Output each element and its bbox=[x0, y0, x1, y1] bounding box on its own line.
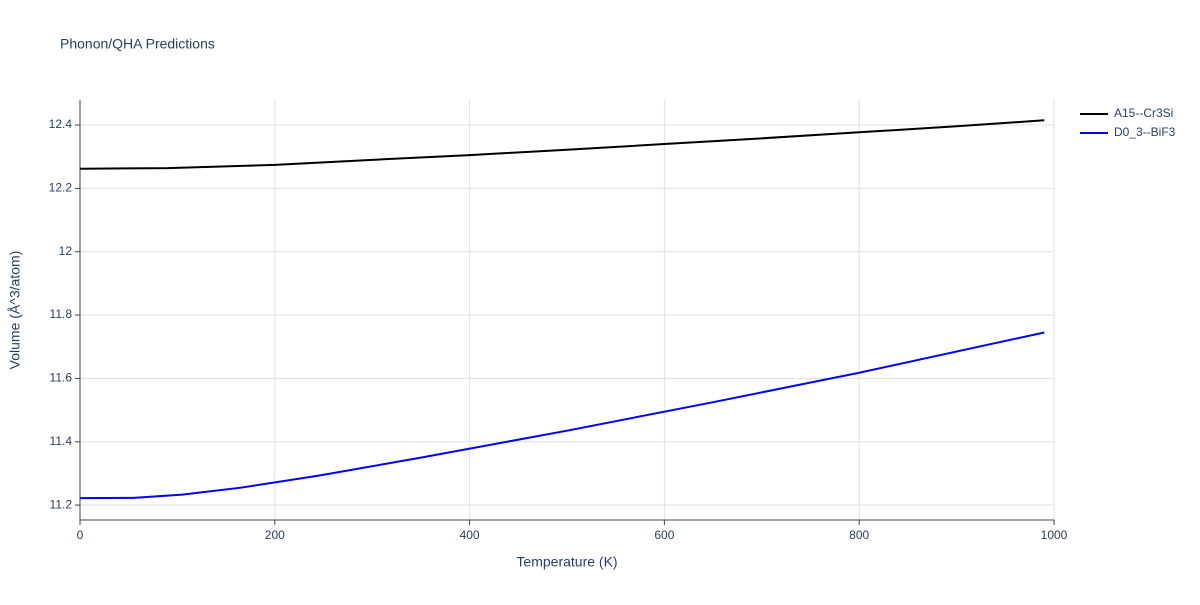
y-tick-label: 12.2 bbox=[49, 181, 73, 195]
x-tick-label: 400 bbox=[460, 528, 480, 542]
series-line bbox=[79, 331, 1045, 500]
series-line bbox=[79, 119, 1045, 170]
y-tick-label: 12 bbox=[59, 244, 73, 258]
x-tick-label: 0 bbox=[77, 528, 84, 542]
x-tick-label: 200 bbox=[265, 528, 285, 542]
y-tick-label: 11.4 bbox=[50, 434, 73, 448]
chart-title: Phonon/QHA Predictions bbox=[60, 36, 215, 52]
y-tick-label: 11.8 bbox=[50, 307, 73, 321]
y-axis-label: Volume (Å^3/atom) bbox=[7, 251, 23, 370]
legend-label: D0_3--BiF3 bbox=[1114, 125, 1176, 139]
y-tick-label: 11.2 bbox=[50, 497, 73, 511]
x-axis-label: Temperature (K) bbox=[516, 554, 617, 570]
y-tick-label: 12.4 bbox=[49, 117, 73, 131]
x-tick-label: 1000 bbox=[1041, 528, 1068, 542]
x-tick-label: 800 bbox=[849, 528, 869, 542]
legend-label: A15--Cr3Si bbox=[1114, 106, 1173, 120]
y-tick-label: 11.6 bbox=[50, 371, 73, 385]
x-tick-label: 600 bbox=[654, 528, 674, 542]
